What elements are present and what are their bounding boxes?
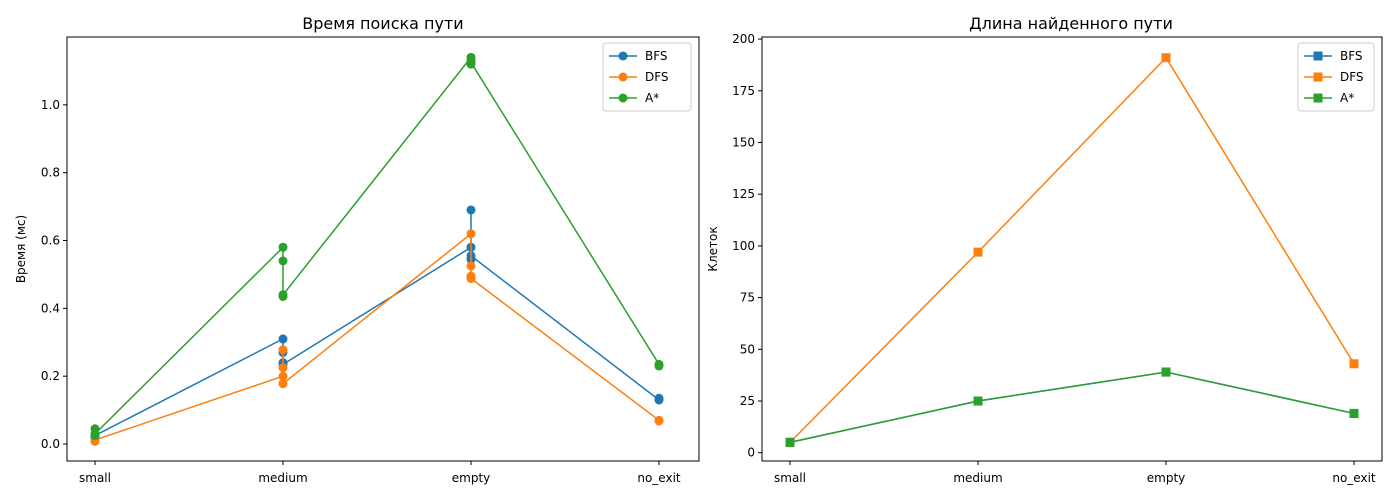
length-chart-legend-label-a: A* <box>1340 91 1354 105</box>
length-chart-point-dfs <box>1161 53 1171 63</box>
length-chart-point-a <box>973 396 983 406</box>
length-chart-legend-marker-bfs <box>1313 51 1323 61</box>
length-chart-ylabel: Клеток <box>706 226 720 271</box>
time-chart-legend-marker-bfs <box>618 51 628 61</box>
length-chart-xtick-label: no_exit <box>1332 471 1376 485</box>
time-chart-title: Время поиска пути <box>302 14 463 33</box>
length-chart-line-dfs <box>789 56 1355 443</box>
length-chart-point-dfs <box>1349 359 1359 369</box>
length-chart-title: Длина найденного пути <box>969 14 1173 33</box>
time-chart-legend-label-a: A* <box>645 91 659 105</box>
time-chart-point-dfs <box>466 274 476 284</box>
time-chart-point-a <box>278 256 288 266</box>
time-chart-point-bfs <box>466 205 476 215</box>
time-chart-ylabel: Время (мс) <box>14 215 28 283</box>
time-chart-point-dfs <box>278 379 288 389</box>
length-chart-point-dfs <box>973 247 983 257</box>
time-chart-ytick-label: 1.0 <box>41 98 60 112</box>
length-chart-legend-marker-dfs <box>1313 72 1323 82</box>
length-chart-ytick-label: 200 <box>732 32 755 46</box>
time-chart-xtick-label: no_exit <box>637 471 681 485</box>
time-chart-ytick-label: 0.6 <box>41 234 60 248</box>
length-chart-legend-label-bfs: BFS <box>1340 49 1363 63</box>
length-chart-point-a <box>1349 408 1359 418</box>
length-chart-ytick-label: 150 <box>732 135 755 149</box>
time-chart-ytick-label: 0.8 <box>41 166 60 180</box>
length-chart-ytick-label: 25 <box>740 394 755 408</box>
time-chart-point-a <box>90 429 100 439</box>
time-chart-legend-label-bfs: BFS <box>645 49 668 63</box>
time-chart-legend: BFS DFS A* <box>602 42 692 112</box>
length-chart-panel: Длина найденного пути Клеток small medium… <box>706 14 1383 485</box>
length-chart-xtick-label: empty <box>1147 471 1186 485</box>
length-chart-xtick-label: small <box>774 471 806 485</box>
time-chart-point-dfs <box>278 345 288 355</box>
time-chart-ytick-label: 0.2 <box>41 369 60 383</box>
time-chart-panel: Время поиска пути Время (мс) small medium… <box>14 14 700 485</box>
length-chart-legend-label-dfs: DFS <box>1340 70 1364 84</box>
time-chart-xtick-label: medium <box>258 471 307 485</box>
time-chart-point-dfs <box>278 363 288 373</box>
time-chart-point-dfs <box>466 261 476 271</box>
length-chart-ytick-label: 100 <box>732 239 755 253</box>
time-chart-legend-marker-dfs <box>618 72 628 82</box>
length-chart-xtick-label: medium <box>953 471 1002 485</box>
length-chart-legend-marker-a <box>1313 93 1323 103</box>
length-chart-legend: BFS DFS A* <box>1297 42 1375 112</box>
time-chart-ytick-label: 0.0 <box>41 437 60 451</box>
time-chart-point-a <box>278 290 288 300</box>
time-chart-point-dfs <box>654 416 664 426</box>
time-chart-point-a <box>654 361 664 371</box>
time-chart-point-dfs <box>466 229 476 239</box>
time-chart-point-dfs <box>278 371 288 381</box>
time-chart-legend-label-dfs: DFS <box>645 70 669 84</box>
length-chart-ytick-label: 125 <box>732 187 755 201</box>
time-chart-frame <box>66 36 700 462</box>
length-chart-ytick-label: 0 <box>747 446 755 460</box>
time-chart-legend-marker-a <box>618 93 628 103</box>
length-chart-ytick-label: 50 <box>740 342 755 356</box>
time-chart-xtick-label: empty <box>452 471 491 485</box>
time-chart-point-bfs <box>654 393 664 403</box>
length-chart-point-a <box>1161 367 1171 377</box>
length-chart-ytick-label: 75 <box>740 291 755 305</box>
time-chart-point-a <box>278 242 288 252</box>
length-chart-point-a <box>785 437 795 447</box>
time-chart-ytick-label: 0.4 <box>41 301 60 315</box>
time-chart-point-bfs <box>278 334 288 344</box>
length-chart-ytick-label: 175 <box>732 84 755 98</box>
time-chart-point-a <box>466 57 476 67</box>
length-chart-frame <box>761 36 1383 462</box>
length-chart-line-a <box>789 371 1355 444</box>
time-chart-xtick-label: small <box>79 471 111 485</box>
